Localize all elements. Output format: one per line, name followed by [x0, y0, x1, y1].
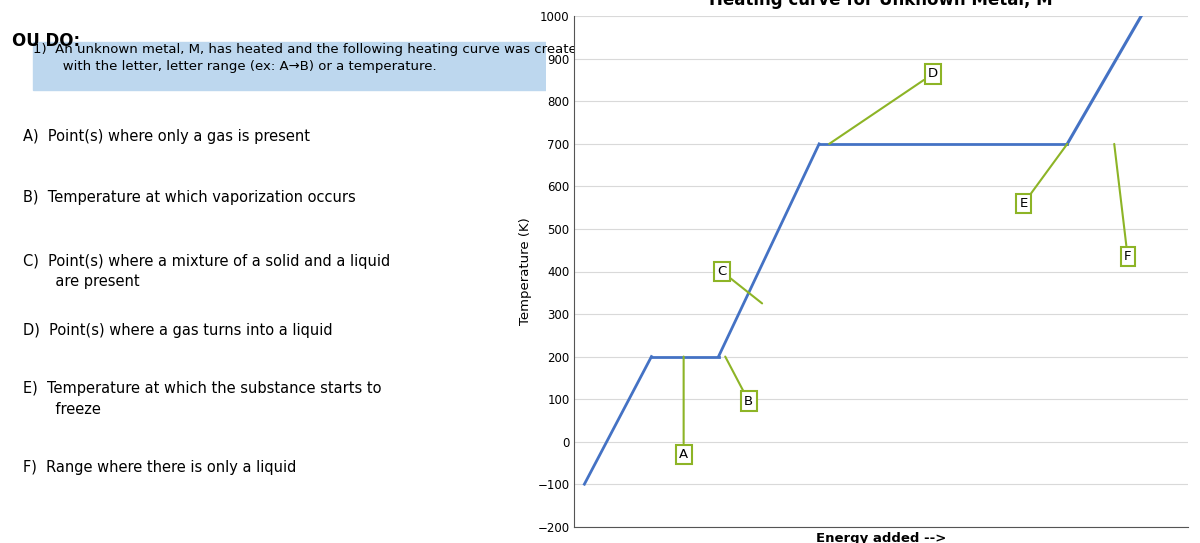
- Text: 1)  An unknown metal, M, has heated and the following heating curve was created.: 1) An unknown metal, M, has heated and t…: [34, 43, 738, 73]
- Title: Heating curve for Unknown Metal, M: Heating curve for Unknown Metal, M: [709, 0, 1052, 9]
- FancyBboxPatch shape: [34, 42, 546, 90]
- Text: D: D: [928, 67, 938, 80]
- Text: E: E: [1020, 197, 1028, 210]
- Text: D)  Point(s) where a gas turns into a liquid: D) Point(s) where a gas turns into a liq…: [23, 323, 332, 338]
- X-axis label: Energy added -->: Energy added -->: [816, 532, 947, 543]
- Text: F: F: [1124, 250, 1132, 263]
- Text: F)  Range where there is only a liquid: F) Range where there is only a liquid: [23, 460, 296, 475]
- Text: A)  Point(s) where only a gas is present: A) Point(s) where only a gas is present: [23, 129, 310, 143]
- Y-axis label: Temperature (K): Temperature (K): [518, 218, 532, 325]
- Text: C: C: [718, 265, 726, 278]
- Text: E)  Temperature at which the substance starts to
       freeze: E) Temperature at which the substance st…: [23, 381, 382, 416]
- Text: B: B: [744, 395, 754, 408]
- Text: B)  Temperature at which vaporization occurs: B) Temperature at which vaporization occ…: [23, 190, 355, 205]
- Text: C)  Point(s) where a mixture of a solid and a liquid
       are present: C) Point(s) where a mixture of a solid a…: [23, 254, 390, 289]
- Text: OU DO:: OU DO:: [12, 31, 80, 49]
- Text: A: A: [679, 448, 689, 461]
